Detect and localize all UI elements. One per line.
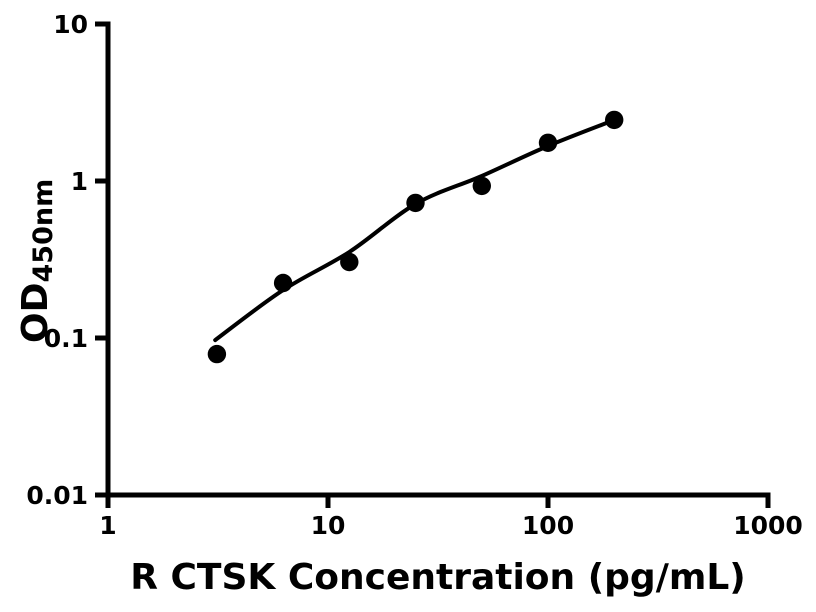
- data-point: [273, 273, 293, 293]
- y-axis-title-sub: 450nm: [28, 179, 59, 283]
- data-points-group: [207, 110, 624, 364]
- y-axis-title: OD450nm: [15, 179, 59, 343]
- data-point: [538, 133, 558, 152]
- data-point: [472, 176, 491, 196]
- data-point: [207, 344, 227, 364]
- y-tick-label: 1: [71, 167, 88, 196]
- data-point: [340, 252, 359, 272]
- fit-curve: [213, 118, 617, 343]
- x-tick-label: 100: [522, 511, 574, 540]
- fit-curve-group: [213, 118, 617, 343]
- x-tick-label: 1: [99, 511, 116, 540]
- data-point: [605, 110, 624, 130]
- x-axis-title: R CTSK Concentration (pg/mL): [130, 557, 746, 598]
- y-axis-title-main: OD: [15, 283, 56, 344]
- x-tick-label: 10: [311, 511, 346, 540]
- y-tick-label: 0.1: [44, 324, 88, 353]
- data-point: [406, 193, 425, 213]
- y-tick-label: 10: [53, 10, 88, 39]
- plot-axes: 1 10 100 1000 0.01 0.1 1 10: [26, 10, 802, 540]
- y-tick-label: 0.01: [26, 481, 88, 510]
- x-tick-label: 1000: [733, 511, 803, 540]
